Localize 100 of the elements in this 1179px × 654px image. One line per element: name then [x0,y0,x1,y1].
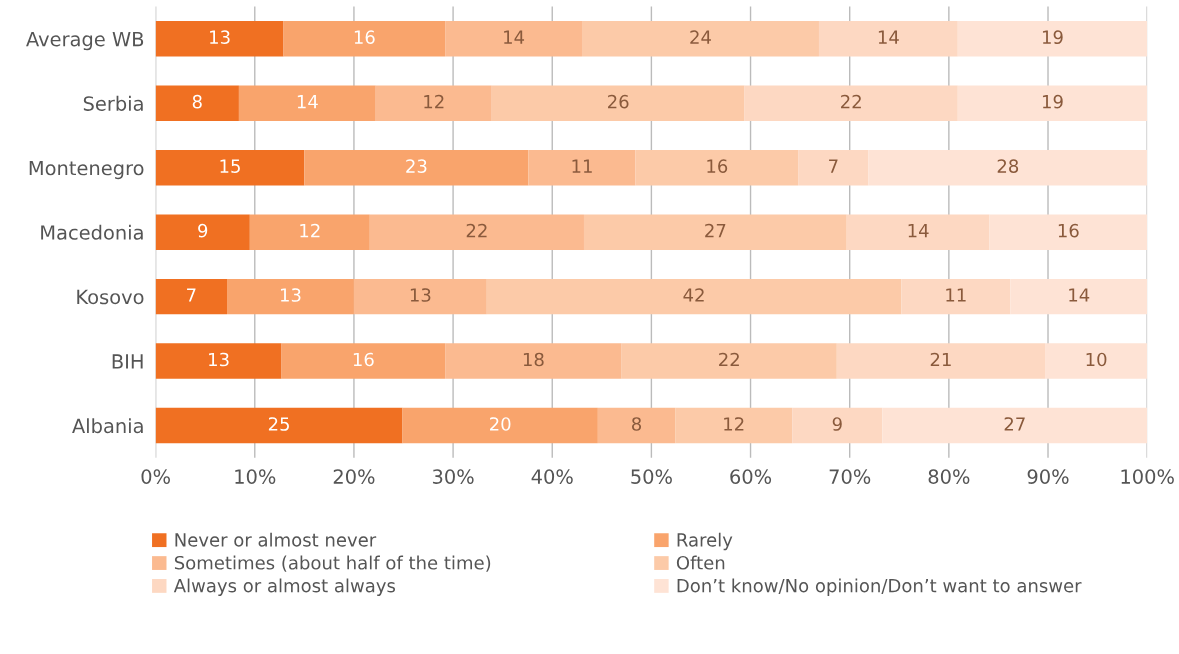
data-label: 14 [878,30,899,44]
y-tick-label: BIH [112,354,143,369]
data-label: 12 [724,417,744,431]
legend-label: Never or almost never [175,532,377,547]
bar [901,278,1011,315]
data-label: 24 [690,30,711,44]
data-label: 14 [1069,288,1090,302]
bar [155,149,305,186]
bar [283,21,446,57]
x-tick-label: 80% [928,469,970,484]
bar [818,21,958,57]
data-label: 19 [1042,94,1063,109]
data-label: 11 [572,159,592,173]
data-label: 12 [424,94,444,109]
data-label: 13 [210,30,230,45]
bar [989,214,1148,250]
legend-label: Sometimes (about half of the time) [174,555,491,572]
data-label: 14 [908,223,929,238]
bar [957,21,1148,57]
x-tick-label: 40% [531,469,573,484]
x-tick-label: 30% [432,469,474,484]
x-tick-label: 70% [829,469,871,484]
bar [1010,278,1148,315]
y-tick-label: Average WB [26,31,144,51]
data-label: 14 [297,95,318,109]
data-label: 13 [410,288,431,302]
bar [375,85,492,121]
data-label: 16 [354,30,375,45]
bar [155,343,282,379]
data-label: 8 [632,417,642,431]
x-tick-label: 10% [235,469,276,484]
data-label: 16 [1058,223,1079,238]
bar [597,407,676,444]
x-tick-label: 0% [141,469,170,484]
bar [868,149,1148,186]
data-label: 18 [523,352,544,367]
data-label: 28 [997,159,1019,173]
y-tick-label: Macedonia [41,224,143,240]
data-label: 25 [268,417,289,431]
bar [957,85,1148,121]
data-label: 9 [832,417,842,431]
bar [486,278,902,315]
bar [155,278,228,315]
data-label: 9 [198,223,208,238]
bar [227,278,354,315]
data-label: 12 [300,223,320,238]
bar [581,21,819,57]
bar [798,149,869,186]
data-label: 27 [705,223,726,238]
y-tick-label: Serbia [83,95,143,111]
y-tick-label: Kosovo [77,289,144,305]
data-label: 10 [1086,352,1107,367]
bar [744,85,958,121]
bar [583,214,847,250]
data-label: 8 [192,94,202,109]
bar [528,149,636,186]
bar [1045,343,1148,379]
bar [155,21,284,57]
bar [402,407,598,444]
data-label: 14 [504,30,525,44]
data-label: 7 [829,159,838,173]
data-label: 15 [220,159,240,173]
data-label: 27 [1004,417,1025,431]
bar [304,149,529,186]
data-label: 21 [930,352,951,367]
data-label: 22 [719,352,739,367]
bar [792,407,883,444]
bar [369,214,584,250]
legend-label: Rarely [677,532,733,551]
bar [353,278,487,315]
legend-label: Often [676,555,725,570]
bar [249,214,370,250]
bar [445,343,622,379]
y-tick-label: Montenegro [29,160,144,180]
bar [675,407,793,444]
data-label: 13 [280,288,301,302]
bar [882,407,1148,444]
data-label: 19 [1042,30,1063,45]
data-label: 16 [353,352,374,367]
bar [621,343,837,379]
data-label: 13 [209,352,229,367]
bar [238,85,376,121]
x-tick-label: 60% [730,469,772,484]
x-tick-label: 90% [1027,469,1069,484]
bar [155,214,250,250]
bar [155,407,403,444]
legend-label: Always or almost always [173,578,396,596]
data-label: 22 [841,94,861,109]
data-label: 11 [946,288,966,302]
bar [445,21,582,57]
data-label: 16 [707,159,728,173]
data-label: 23 [406,159,427,173]
data-label: 26 [608,94,629,109]
data-label: 7 [187,288,196,302]
legend-label: Don’t know/No opinion/Don’t want to answer [677,578,1082,596]
bar [491,85,745,121]
bar [155,85,239,121]
data-label: 22 [466,223,487,238]
bar [281,343,446,379]
bar [846,214,990,250]
